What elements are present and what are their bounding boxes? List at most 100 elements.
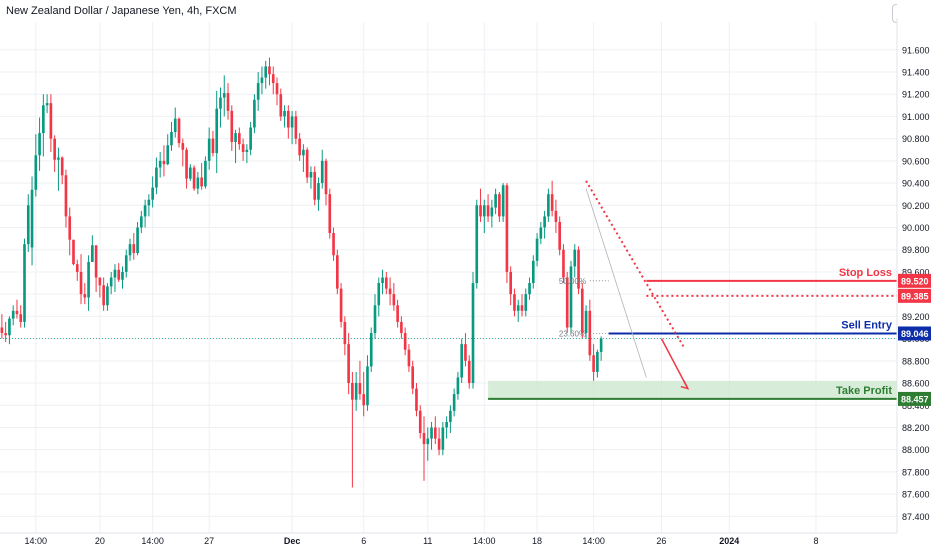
candle-body <box>320 160 324 184</box>
candle-body <box>339 288 343 322</box>
candle-body <box>264 66 268 78</box>
time-tick-label: 14:00 <box>473 536 496 546</box>
candle-body <box>215 108 219 154</box>
level-value-box <box>898 273 931 288</box>
candle-body <box>155 167 158 188</box>
candle-body <box>471 283 475 384</box>
candle-body <box>26 205 30 245</box>
candle-body <box>305 149 309 178</box>
candle-body <box>211 138 215 154</box>
price-tick-label: 90.000 <box>902 223 930 233</box>
candle-body <box>464 344 467 361</box>
level-value: 89.385 <box>901 291 929 301</box>
arrow-head <box>680 380 690 390</box>
candle-body <box>373 305 377 334</box>
candle-body <box>302 149 305 156</box>
candle-body <box>189 167 192 179</box>
candle-body <box>173 118 177 132</box>
price-tick-label: 87.400 <box>902 512 930 522</box>
candle-body <box>531 260 535 284</box>
time-tick-label: 26 <box>656 536 666 546</box>
candle-body <box>588 310 592 356</box>
candle-body <box>238 133 241 145</box>
candle-body <box>384 277 388 289</box>
candle-body <box>102 285 105 306</box>
price-tick-label: 91.600 <box>902 45 930 55</box>
time-tick-label: 11 <box>423 536 432 546</box>
candle-body <box>8 318 11 336</box>
candle-body <box>366 366 369 406</box>
candle-body <box>106 286 109 306</box>
candle-body <box>543 216 546 228</box>
candle-body <box>520 305 524 311</box>
time-tick-label: 6 <box>361 536 366 546</box>
candle-body <box>162 160 166 165</box>
candle-body <box>332 233 335 256</box>
candle-body <box>562 249 565 278</box>
candle-body <box>0 327 4 334</box>
price-tick-label: 87.800 <box>902 467 930 477</box>
price-tick-label: 89.600 <box>902 267 930 277</box>
fib-label: 50.00% <box>559 277 586 286</box>
candle-body <box>335 255 339 289</box>
candle-body <box>573 249 577 267</box>
candle-body <box>121 271 124 280</box>
candle-body <box>430 427 433 439</box>
candle-body <box>207 138 211 161</box>
price-tick-label: 88.800 <box>902 356 930 366</box>
candle-body <box>136 227 139 254</box>
candle-body <box>234 133 237 142</box>
time-tick-label: 27 <box>204 536 214 546</box>
candle-body <box>354 383 358 400</box>
candle-body <box>445 421 448 428</box>
candle-body <box>283 110 286 117</box>
candle-body <box>60 157 64 176</box>
candle-body <box>140 216 143 228</box>
candle-body <box>599 338 603 352</box>
time-tick-label: 18 <box>532 536 542 546</box>
price-tick-label: 90.200 <box>902 201 930 211</box>
price-tick-label: 90.800 <box>902 134 930 144</box>
time-tick-label: 14:00 <box>141 536 164 546</box>
candle-body <box>204 160 207 187</box>
trend-line <box>585 180 685 348</box>
candle-body <box>309 171 313 178</box>
candle-body <box>241 144 245 152</box>
candle-body <box>91 245 94 262</box>
candle-body <box>592 355 595 372</box>
level-label: Sell Entry <box>841 319 893 331</box>
candle-body <box>151 187 154 200</box>
price-tick-label: 89.800 <box>902 245 930 255</box>
candle-body <box>128 244 132 256</box>
level-value: 88.457 <box>901 394 929 404</box>
candle-body <box>124 255 128 272</box>
candle-body <box>418 410 422 434</box>
candle-body <box>196 177 200 189</box>
candle-body <box>475 205 479 284</box>
candle-body <box>441 427 445 450</box>
level-labels: 89.520 Stop Loss 89.385 89.046 Sell Entry 88.… <box>559 267 931 406</box>
candle-body <box>275 83 279 95</box>
candle-body <box>558 221 562 250</box>
level-value: 89.046 <box>901 329 929 339</box>
candles <box>0 57 603 488</box>
candle-body <box>343 321 347 345</box>
time-tick-label: 20 <box>95 536 105 546</box>
candle-body <box>45 103 49 106</box>
candle-body <box>535 238 539 261</box>
candle-body <box>279 94 283 117</box>
candle-body <box>230 110 234 142</box>
candle-body <box>396 305 399 322</box>
candle-body <box>109 277 113 287</box>
time-tick-label: Dec <box>284 536 301 546</box>
candle-body <box>377 283 381 306</box>
level-label: Stop Loss <box>839 267 892 279</box>
candle-body <box>392 294 396 306</box>
candle-body <box>577 249 580 289</box>
candle-body <box>479 205 482 217</box>
candle-body <box>287 110 290 128</box>
candle-body <box>482 205 486 217</box>
candle-body <box>347 344 350 384</box>
candle-body <box>328 194 332 234</box>
